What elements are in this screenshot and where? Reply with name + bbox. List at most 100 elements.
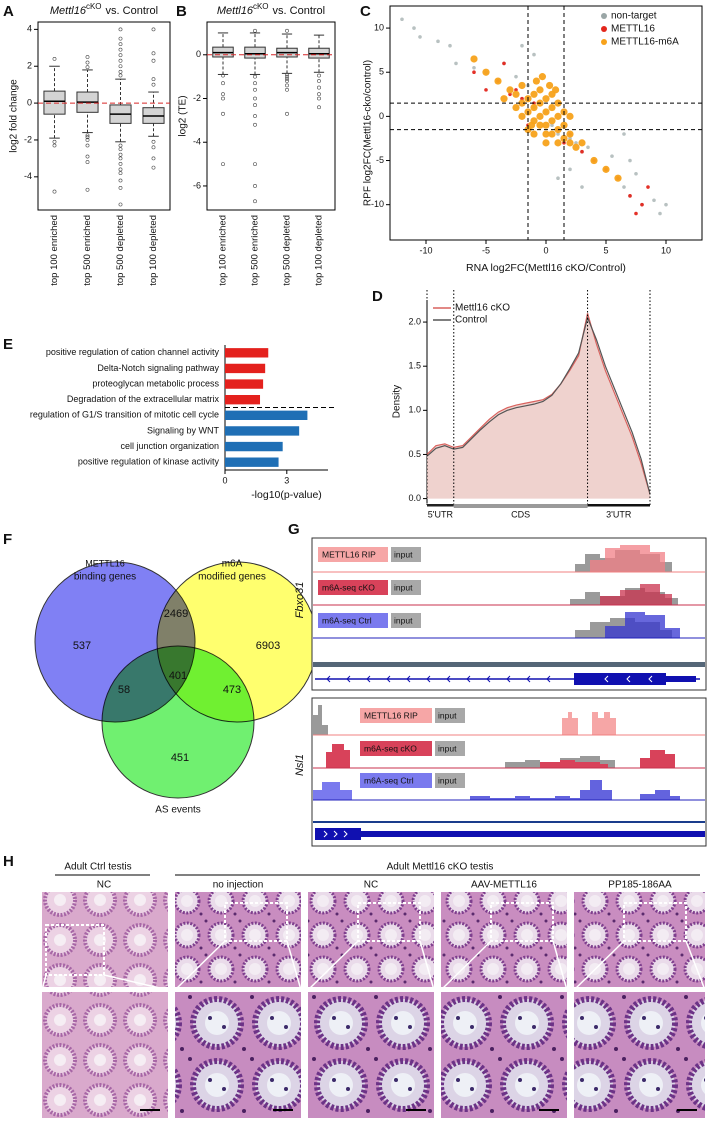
density-area — [427, 313, 650, 499]
legend-swatch — [601, 13, 607, 19]
point — [512, 103, 520, 112]
point — [560, 134, 568, 143]
outlier — [118, 27, 123, 32]
condition-label: no injection — [213, 880, 264, 891]
point — [530, 130, 538, 138]
point — [556, 132, 560, 136]
histology: Adult Ctrl testis NC Adult Mettl16 cKO t… — [55, 862, 700, 891]
outlier — [118, 42, 123, 47]
bar — [225, 395, 261, 405]
outlier — [85, 154, 90, 159]
legend-swatch — [601, 26, 607, 32]
group-label: Adult Ctrl testis — [64, 862, 131, 873]
bar — [225, 363, 266, 374]
x-tick-label: 0 — [543, 245, 548, 255]
category-label: proteoglycan metabolic process — [92, 378, 219, 388]
density-line — [426, 315, 651, 495]
point — [528, 121, 536, 129]
track-label: METTL16 RIP — [322, 549, 376, 559]
coverage — [326, 744, 350, 768]
y-tick-label: 0.0 — [408, 493, 421, 503]
panel-label: G — [288, 521, 300, 538]
y-tick-label: 10 — [374, 22, 384, 32]
outlier — [151, 77, 156, 82]
track-label: m6A-seq Ctrl — [364, 775, 414, 785]
venn-count: 2469 — [164, 608, 188, 620]
point — [542, 95, 550, 103]
outlier — [118, 202, 123, 207]
outlier — [85, 55, 90, 59]
y-tick-label: -4 — [193, 137, 201, 147]
point — [640, 202, 644, 207]
y-tick-label: 0 — [379, 111, 384, 121]
zoom-connector — [419, 940, 435, 991]
zoom-connector — [41, 974, 47, 991]
coverage — [470, 780, 680, 800]
category-label: regulation of G1/S transition of mitotic… — [30, 410, 219, 420]
outlier — [285, 74, 289, 79]
x-tick-label: 0 — [222, 475, 227, 485]
condition-label: NC — [97, 880, 111, 891]
micrograph-zoom — [441, 992, 567, 1118]
outlier — [317, 73, 321, 78]
y-tick-label: 2 — [27, 61, 32, 71]
track-chip — [360, 708, 432, 723]
gene-name: Nsl1 — [294, 754, 306, 776]
micrograph-zoom — [308, 992, 434, 1118]
venn-count: 451 — [171, 752, 189, 764]
point — [538, 73, 547, 81]
outlier — [151, 165, 156, 170]
point — [548, 117, 556, 125]
bar — [225, 348, 269, 358]
point — [590, 156, 598, 165]
outlier — [118, 143, 123, 148]
point — [518, 99, 526, 107]
point — [536, 121, 544, 129]
zoom-box — [357, 902, 421, 942]
zoom-box — [623, 902, 687, 942]
point — [664, 202, 668, 207]
coverage — [313, 705, 328, 735]
exon — [574, 673, 666, 685]
point — [628, 194, 632, 198]
point — [472, 70, 476, 75]
venn-label: METTL16 — [85, 558, 125, 568]
outlier — [85, 60, 90, 65]
y-tick-label: 5 — [379, 67, 384, 77]
outlier — [151, 145, 156, 150]
point — [614, 174, 622, 182]
group-label: Adult Mettl16 cKO testis — [387, 862, 494, 873]
outlier — [221, 96, 225, 101]
input-label: input — [394, 549, 413, 559]
point — [472, 66, 476, 70]
outlier — [118, 53, 123, 58]
point — [646, 185, 650, 189]
outlier — [85, 143, 90, 148]
panel-label: B — [176, 3, 187, 20]
y-tick-label: -6 — [193, 180, 201, 190]
outlier — [118, 171, 123, 176]
outlier — [253, 114, 257, 118]
y-tick-label: -2 — [193, 93, 201, 103]
panel-label: D — [372, 288, 383, 305]
panel-label: A — [3, 3, 14, 20]
category-label: Signaling by WNT — [147, 425, 220, 435]
condition-label: PP185-186AA — [608, 880, 672, 891]
track-chip — [360, 773, 432, 788]
legend-swatch — [601, 39, 607, 45]
category-label: Degradation of the extracellular matrix — [67, 394, 220, 404]
venn-label: m6A — [222, 559, 243, 570]
outlier — [221, 162, 225, 166]
point — [494, 77, 502, 85]
zoom-connector — [552, 940, 568, 991]
outlier — [253, 122, 257, 127]
point — [482, 68, 490, 76]
outlier — [151, 139, 156, 144]
point — [548, 103, 556, 112]
point — [550, 123, 554, 128]
outlier — [118, 167, 123, 172]
outlier — [285, 76, 289, 81]
outlier — [317, 105, 321, 110]
input-label: input — [394, 615, 413, 625]
